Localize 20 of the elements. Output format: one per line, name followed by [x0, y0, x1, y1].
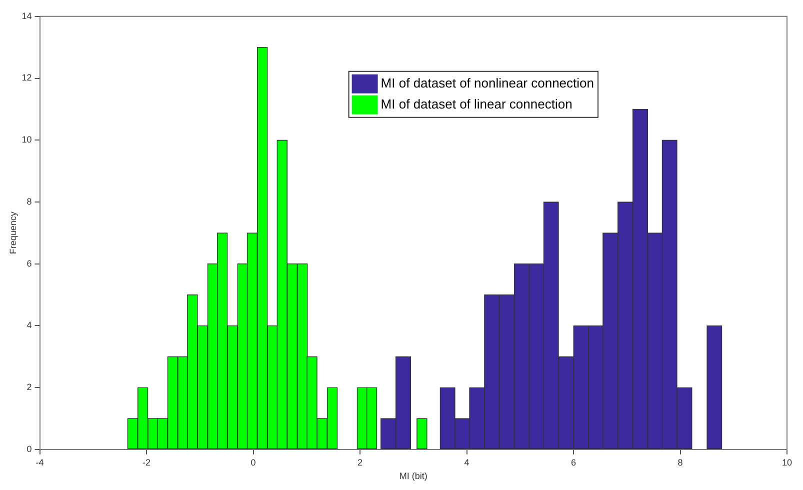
x-tick-label: 10 [782, 457, 792, 468]
x-axis-title: MI (bit) [399, 471, 428, 482]
x-tick-label: -2 [142, 457, 151, 468]
x-tick-label: 4 [464, 457, 470, 468]
y-tick-label: 6 [26, 258, 32, 268]
y-tick-label: 4 [26, 320, 32, 330]
y-tick-label: 12 [22, 72, 32, 83]
x-tick-label: 0 [250, 457, 256, 468]
y-tick-label: 8 [26, 196, 32, 206]
y-tick-label: 14 [22, 10, 32, 21]
x-tick-label: 8 [678, 457, 683, 468]
legend-label: MI of dataset of linear connection [380, 96, 572, 112]
x-tick-label: 2 [358, 457, 363, 468]
y-tick-label: 2 [26, 382, 32, 392]
legend-label: MI of dataset of nonlinear connection [380, 75, 594, 90]
x-tick-label: 6 [571, 457, 576, 468]
y-tick-label: 0 [26, 444, 32, 454]
y-tick-label: 10 [22, 134, 32, 145]
x-tick-label: -4 [36, 457, 44, 468]
y-axis-title: Frequency [8, 211, 18, 254]
